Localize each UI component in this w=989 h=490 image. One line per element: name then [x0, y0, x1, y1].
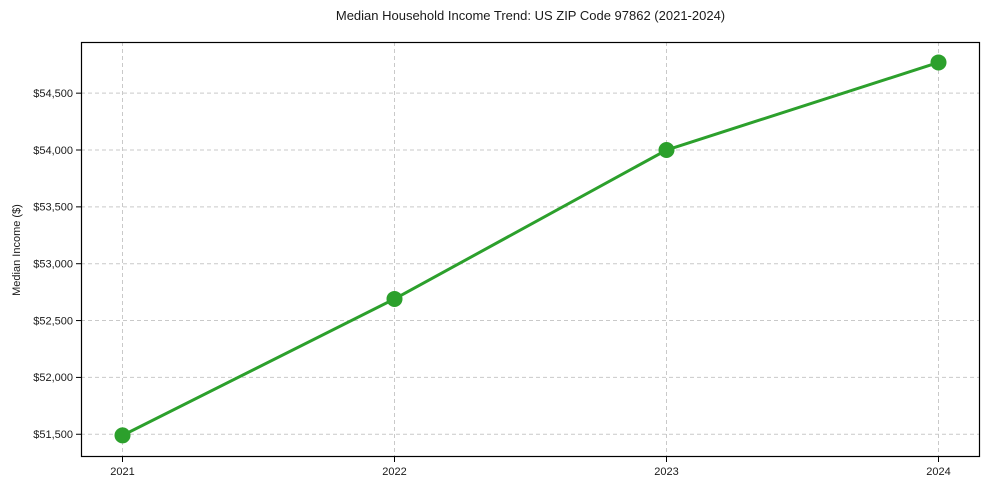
y-tick-label: $52,000 — [33, 372, 73, 384]
x-tick-label: 2021 — [110, 466, 134, 478]
y-tick-label: $53,000 — [33, 258, 73, 270]
data-point — [658, 142, 675, 159]
y-tick-label: $54,000 — [33, 145, 73, 157]
chart-title: Median Household Income Trend: US ZIP Co… — [335, 8, 726, 23]
data-point — [930, 54, 947, 71]
x-tick-label: 2022 — [382, 466, 406, 478]
y-tick-label: $54,500 — [33, 88, 73, 100]
data-point — [114, 427, 131, 444]
x-tick-label: 2023 — [654, 466, 678, 478]
y-tick-label: $51,500 — [33, 429, 73, 441]
plot-frame — [80, 41, 981, 458]
y-tick-label: $53,500 — [33, 202, 73, 214]
y-tick-label: $52,500 — [33, 315, 73, 327]
data-line — [121, 60, 940, 437]
x-tick-label: 2024 — [926, 466, 950, 478]
data-point — [386, 290, 403, 307]
